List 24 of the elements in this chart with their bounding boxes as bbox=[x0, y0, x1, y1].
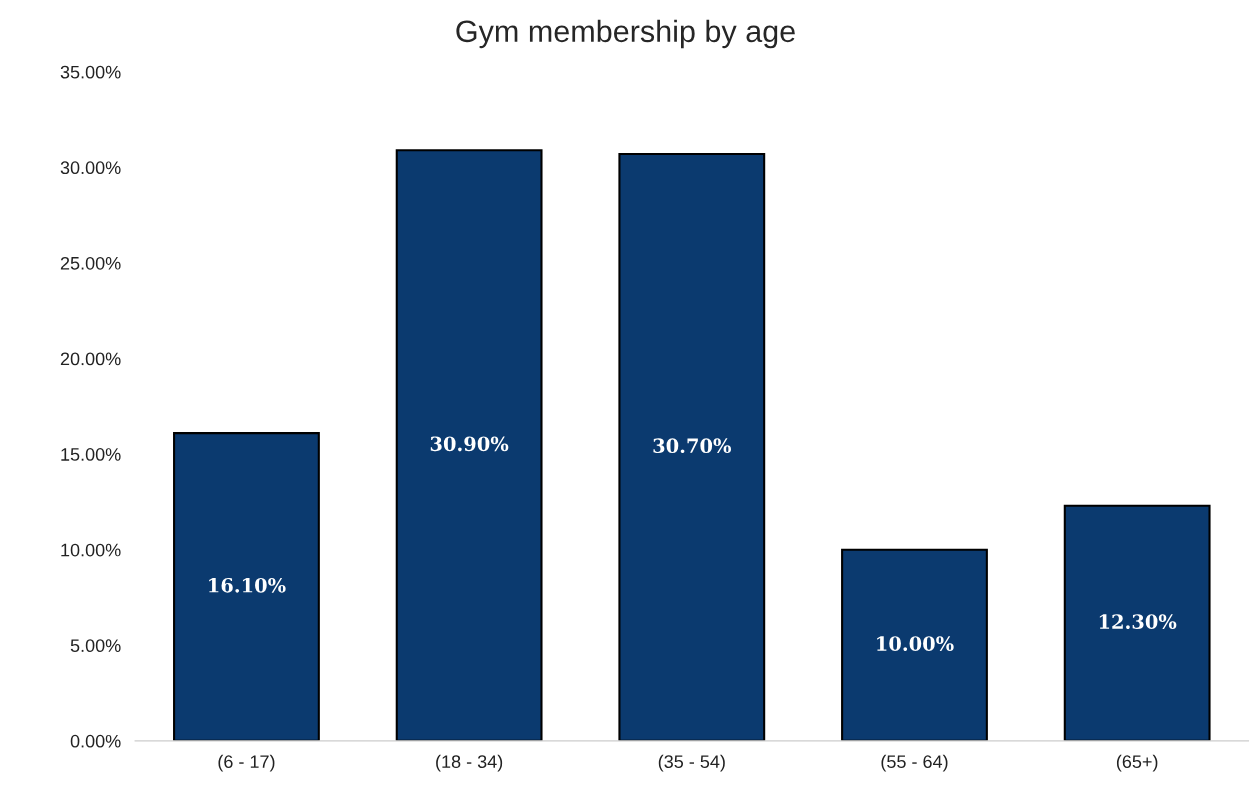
data-label: 12.30% bbox=[1099, 614, 1177, 629]
data-label: 30.70% bbox=[653, 438, 732, 454]
bar bbox=[173, 432, 320, 741]
y-tick-label: 25.00% bbox=[60, 256, 121, 270]
data-label: 10.00% bbox=[877, 636, 954, 651]
x-tick-label: (65+) bbox=[1116, 754, 1158, 772]
y-tick-label: 0.00% bbox=[70, 734, 121, 748]
bar bbox=[395, 149, 543, 741]
data-label: 30.90% bbox=[430, 436, 509, 452]
data-label: 16.10% bbox=[209, 577, 286, 593]
x-tick-label: (55 - 64) bbox=[881, 754, 948, 772]
y-tick-label: 15.00% bbox=[61, 448, 121, 461]
x-tick-label: (35 - 54) bbox=[658, 754, 725, 772]
bar bbox=[618, 152, 766, 741]
x-tick-label: (18 - 34) bbox=[436, 754, 503, 772]
y-tick-label: 30.00% bbox=[60, 161, 121, 175]
y-tick-label: 35.00% bbox=[60, 65, 121, 79]
bar bbox=[1063, 504, 1211, 741]
x-tick-label: (6 - 17) bbox=[218, 754, 275, 772]
chart-title: Gym membership by age bbox=[456, 19, 795, 49]
bar bbox=[841, 548, 988, 741]
y-tick-label: 5.00% bbox=[70, 639, 121, 653]
y-tick-label: 20.00% bbox=[60, 352, 121, 366]
y-tick-label: 10.00% bbox=[61, 543, 121, 557]
